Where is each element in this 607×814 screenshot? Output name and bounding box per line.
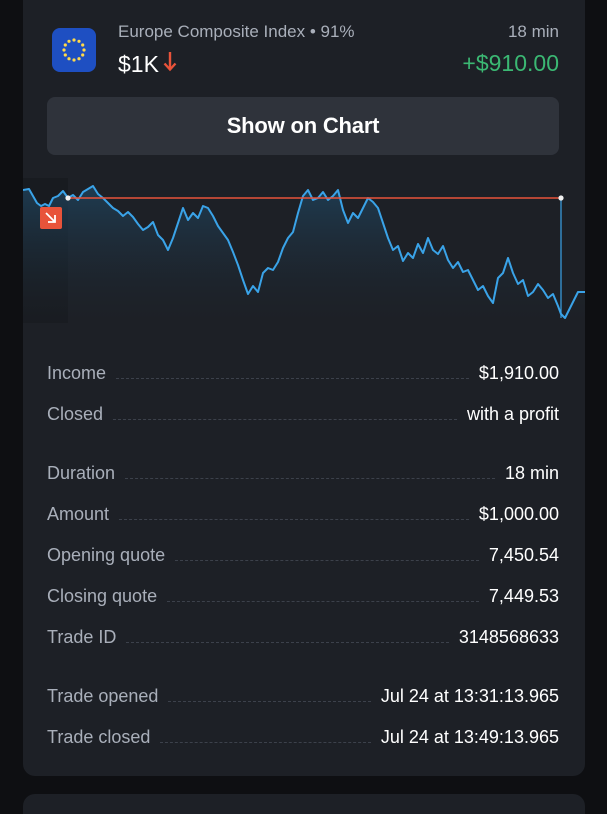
detail-row-opening-quote: Opening quote 7,450.54 <box>47 532 559 566</box>
amount-short: $1K <box>118 50 159 77</box>
detail-label: Trade opened <box>47 686 159 706</box>
detail-row-duration: Duration 18 min <box>47 450 559 484</box>
amount-row: $1K <box>118 50 177 78</box>
entry-marker-icon <box>40 207 62 229</box>
detail-label: Opening quote <box>47 545 166 565</box>
trade-header: Europe Composite Index • 91% 18 min $1K … <box>23 0 585 90</box>
asset-name: Europe Composite Index • 91% <box>118 22 355 41</box>
detail-label: Income <box>47 363 107 383</box>
detail-label: Closed <box>47 404 104 424</box>
dotted-leader <box>116 378 469 379</box>
duration-label: 18 min <box>507 22 559 41</box>
entry-point <box>65 195 71 201</box>
detail-label: Duration <box>47 463 116 483</box>
detail-value: Jul 24 at 13:49:13.965 <box>380 727 559 747</box>
detail-value: Jul 24 at 13:31:13.965 <box>380 686 559 706</box>
trade-chart[interactable] <box>23 178 585 323</box>
detail-row-income: Income $1,910.00 <box>47 350 559 384</box>
arrow-down-icon <box>163 50 177 78</box>
detail-row-amount: Amount $1,000.00 <box>47 491 559 525</box>
exit-point <box>558 195 564 201</box>
dotted-leader <box>160 742 371 743</box>
dotted-leader <box>168 701 371 702</box>
detail-value: $1,910.00 <box>478 363 559 383</box>
chart-area <box>23 186 585 323</box>
detail-row-closing-quote: Closing quote 7,449.53 <box>47 573 559 607</box>
price-line <box>23 185 585 319</box>
dotted-leader <box>126 642 449 643</box>
detail-row-trade-opened: Trade opened Jul 24 at 13:31:13.965 <box>47 673 559 707</box>
detail-row-closed: Closed with a profit <box>47 391 559 425</box>
detail-label: Amount <box>47 504 110 524</box>
dotted-leader <box>125 478 495 479</box>
profit-value: +$910.00 <box>462 50 559 76</box>
chart-svg <box>23 178 585 323</box>
detail-value: $1,000.00 <box>478 504 559 524</box>
dotted-leader <box>167 601 479 602</box>
next-trade-card[interactable] <box>23 794 585 814</box>
trade-card: Europe Composite Index • 91% 18 min $1K … <box>23 0 585 776</box>
detail-value: 3148568633 <box>458 627 559 647</box>
detail-label: Closing quote <box>47 586 158 606</box>
dotted-leader <box>113 419 457 420</box>
eu-stars-icon <box>62 38 86 62</box>
detail-value: 7,449.53 <box>488 586 559 606</box>
detail-value: with a profit <box>466 404 559 424</box>
eu-flag-icon <box>52 28 96 72</box>
dotted-leader <box>119 519 469 520</box>
show-on-chart-button[interactable]: Show on Chart <box>47 97 559 155</box>
detail-label: Trade ID <box>47 627 117 647</box>
detail-value: 18 min <box>504 463 559 483</box>
detail-row-trade-closed: Trade closed Jul 24 at 13:49:13.965 <box>47 714 559 748</box>
detail-value: 7,450.54 <box>488 545 559 565</box>
dotted-leader <box>175 560 479 561</box>
detail-label: Trade closed <box>47 727 151 747</box>
detail-row-trade-id: Trade ID 3148568633 <box>47 614 559 648</box>
